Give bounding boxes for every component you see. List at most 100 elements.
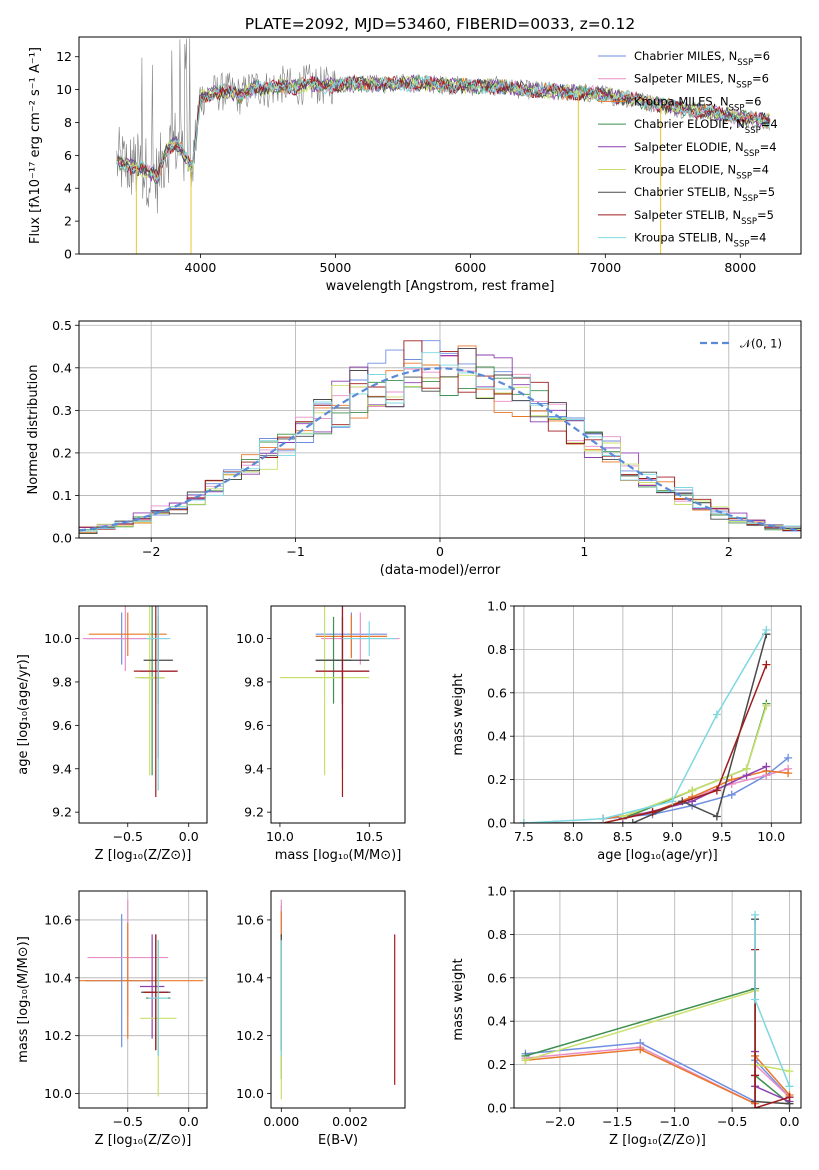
y-axis-label: age [log₁₀(age/yr)] bbox=[16, 654, 31, 775]
axes-age_vs_Z: −0.5 0.0 9.2 9.4 9.6 9.8 10.0 Z [log₁₀(Z/Z⊙)] ag… bbox=[16, 605, 208, 863]
axes-frame bbox=[78, 36, 802, 255]
legend-label: Chabrier ELODIE, N bbox=[634, 117, 745, 131]
weight-marker bbox=[785, 1082, 794, 1091]
legend-suffix: =4 bbox=[760, 140, 777, 154]
weight-marker bbox=[751, 995, 760, 1004]
legend-label: Kroupa ELODIE, N bbox=[634, 163, 736, 177]
errorbar-salpeter-elodie bbox=[139, 934, 165, 1039]
y-tick-label: 1.0 bbox=[487, 884, 507, 899]
y-tick-label: 0.8 bbox=[487, 927, 507, 942]
y-tick-label: 0.1 bbox=[52, 488, 72, 503]
legend-entry: Salpeter MILES, NSSP=6 bbox=[634, 72, 769, 91]
y-tick-label: 0.3 bbox=[52, 403, 72, 418]
legend-suffix: =6 bbox=[752, 72, 769, 86]
y-tick-label: 9.2 bbox=[52, 805, 72, 820]
x-tick-label: 4000 bbox=[185, 260, 217, 275]
legend-suffix: =4 bbox=[749, 231, 766, 245]
y-tick-label: 0.6 bbox=[487, 685, 507, 700]
weight-line-kroupa-elodie bbox=[622, 705, 768, 818]
weight-marker bbox=[521, 1056, 530, 1065]
weight-marker bbox=[519, 819, 528, 823]
legend-entry: Kroupa ELODIE, NSSP=4 bbox=[634, 163, 769, 182]
y-tick-label: 9.2 bbox=[244, 805, 264, 820]
axes-mass_vs_Z: −0.5 0.0 10.0 10.2 10.4 10.6 Z [log₁₀(Z/Z⊙)] ma… bbox=[16, 890, 208, 1148]
axes-frame bbox=[270, 890, 406, 1109]
x-tick-label: 0.002 bbox=[332, 1114, 368, 1129]
y-tick-label: 9.4 bbox=[244, 761, 264, 776]
x-axis-label: Z [log₁₀(Z/Z⊙)] bbox=[95, 1133, 192, 1148]
weight-line-salpeter-miles bbox=[525, 1046, 791, 1105]
axes-frame bbox=[78, 605, 208, 824]
y-tick-label: 9.8 bbox=[244, 674, 264, 689]
x-tick-label: 6000 bbox=[454, 260, 486, 275]
legend-suffix: =6 bbox=[744, 94, 761, 108]
y-tick-label: 10.4 bbox=[236, 970, 264, 985]
plot-area-weight_vs_Z bbox=[521, 910, 794, 1108]
plot-area-age_vs_mass bbox=[279, 606, 400, 797]
x-tick-label: 1 bbox=[580, 544, 588, 559]
y-tick-label: 0.2 bbox=[52, 445, 72, 460]
y-tick-label: 0.4 bbox=[487, 729, 507, 744]
y-tick-label: 9.4 bbox=[52, 761, 72, 776]
histogram-kroupa-stelib bbox=[79, 352, 801, 532]
x-tick-label: 9.5 bbox=[712, 829, 732, 844]
x-tick-label: 8.5 bbox=[613, 829, 633, 844]
y-tick-label: 0.2 bbox=[487, 772, 507, 787]
x-tick-label: 7.5 bbox=[514, 829, 534, 844]
weight-marker bbox=[712, 812, 721, 821]
legend-sub: SSP bbox=[737, 58, 753, 68]
weight-marker bbox=[751, 1104, 760, 1108]
x-tick-label: 0.0 bbox=[179, 829, 199, 844]
legend-label: Salpeter MILES, N bbox=[634, 72, 736, 86]
weight-marker bbox=[751, 1071, 760, 1080]
y-tick-label: 0.4 bbox=[52, 360, 72, 375]
legend-entry: Kroupa STELIB, NSSP=4 bbox=[634, 231, 766, 250]
axes-weight_vs_age: 7.5 8.0 8.5 9.0 9.5 10.0 0.0 0.2 0.4 0.6 0.8 1.0 age… bbox=[451, 599, 802, 863]
x-tick-label: 0.000 bbox=[263, 1114, 299, 1129]
legend-label: Chabrier MILES, N bbox=[634, 49, 737, 63]
weight-line-kroupa-miles bbox=[525, 1048, 791, 1105]
errorbar-kroupa-miles bbox=[315, 614, 388, 659]
grid-mass_vs_Z bbox=[79, 891, 207, 1108]
axes-mass_vs_EBV: 0.000 0.002 10.0 10.2 10.4 10.6 E(B-V) bbox=[236, 890, 406, 1148]
y-tick-label: 0.8 bbox=[487, 642, 507, 657]
x-axis-label: mass [log₁₀(M/M⊙)] bbox=[275, 848, 402, 863]
weight-line-kroupa-stelib bbox=[754, 914, 791, 1087]
y-tick-label: 0.0 bbox=[52, 531, 72, 546]
legend-label: Chabrier STELIB, N bbox=[634, 185, 742, 199]
legend-entry: Chabrier STELIB, NSSP=5 bbox=[634, 185, 775, 204]
weight-marker bbox=[727, 790, 736, 799]
y-tick-label: 10.2 bbox=[236, 1028, 264, 1043]
x-tick-label: 10.5 bbox=[355, 829, 383, 844]
y-tick-label: 1.0 bbox=[487, 599, 507, 614]
weight-line-chabrier-miles bbox=[603, 757, 789, 820]
grid-weight_vs_age bbox=[514, 605, 801, 824]
x-axis-label: (data-model)/error bbox=[380, 563, 501, 578]
x-tick-label: 7000 bbox=[589, 260, 621, 275]
y-tick-label: 6 bbox=[64, 148, 72, 163]
plot-area-mass_vs_EBV bbox=[280, 899, 396, 1100]
x-tick-label: 10.0 bbox=[266, 829, 294, 844]
x-tick-label: −1.5 bbox=[602, 1114, 632, 1129]
y-tick-label: 9.8 bbox=[52, 674, 72, 689]
weight-marker bbox=[688, 786, 697, 795]
errorbar-kroupa-miles bbox=[79, 922, 204, 1039]
axes-frame bbox=[513, 605, 802, 824]
x-tick-label: 8000 bbox=[724, 260, 756, 275]
x-tick-label: −1.0 bbox=[660, 1114, 690, 1129]
y-axis-label: mass weight bbox=[451, 673, 466, 755]
legend-label: Kroupa STELIB, N bbox=[634, 231, 734, 245]
y-axis-label: Flux [fλ10⁻¹⁷ erg cm⁻² s⁻¹ A⁻¹] bbox=[28, 47, 43, 244]
weight-line-chabrier-miles bbox=[525, 1042, 791, 1103]
residuals-legend: 𝒩(0, 1) bbox=[700, 337, 782, 351]
axes-frame bbox=[513, 890, 802, 1109]
axes-frame bbox=[78, 890, 208, 1109]
legend-suffix: =6 bbox=[753, 49, 770, 63]
y-axis-label: Normed distribution bbox=[26, 365, 41, 495]
y-tick-label: 10.0 bbox=[236, 1086, 264, 1101]
axes-residuals: −2 −1 0 1 2 0.0 0.1 0.2 0.3 0.4 0.5 (data-model)/er… bbox=[26, 318, 802, 578]
legend-entry: 𝒩(0, 1) bbox=[740, 337, 782, 351]
errorbar-salpeter-stelib bbox=[143, 934, 168, 1051]
x-axis-label: Z [log₁₀(Z/Z⊙)] bbox=[609, 1133, 706, 1148]
